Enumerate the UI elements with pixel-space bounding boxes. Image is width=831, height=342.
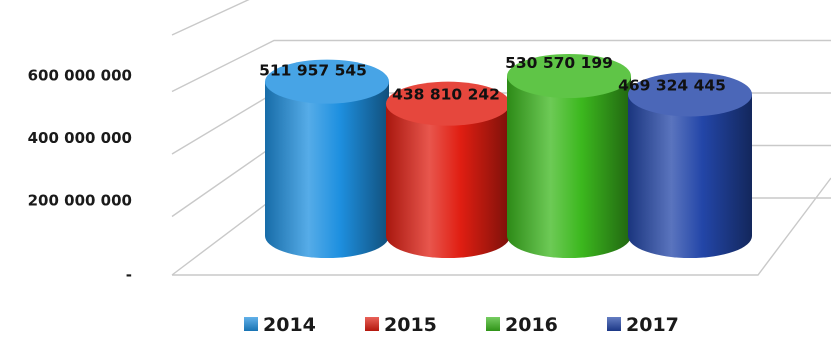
legend-label-2015: 2015 bbox=[384, 314, 437, 336]
data-label-2017: 469 324 445 bbox=[618, 76, 726, 94]
data-labels: 511 957 545 438 810 242 530 570 199 469 324… bbox=[259, 54, 726, 104]
bar-cylinder-2017 bbox=[628, 72, 752, 258]
bar-body bbox=[507, 76, 631, 258]
y-tick-label: 600 000 000 bbox=[28, 67, 132, 85]
legend-swatch-2017 bbox=[607, 317, 621, 331]
legend-label-2014: 2014 bbox=[263, 314, 316, 336]
bar-top-cap bbox=[386, 81, 510, 126]
bar-series bbox=[265, 54, 752, 258]
data-label-2014: 511 957 545 bbox=[259, 62, 367, 80]
bar-top-cap bbox=[507, 54, 631, 98]
legend-swatch-2015 bbox=[365, 317, 379, 331]
bar-top-cap bbox=[628, 72, 752, 117]
data-label-2015: 438 810 242 bbox=[392, 86, 500, 104]
chart-top-edge bbox=[171, 0, 250, 36]
legend-label-2017: 2017 bbox=[626, 314, 679, 336]
data-label-2016: 530 570 199 bbox=[505, 54, 613, 72]
bar-cylinder-2014 bbox=[265, 59, 389, 258]
y-tick-label: - bbox=[126, 266, 132, 284]
bar-body bbox=[628, 94, 752, 258]
bar-body bbox=[265, 81, 389, 258]
bar-cylinder-2015 bbox=[386, 81, 510, 258]
y-tick-label: 200 000 000 bbox=[28, 192, 132, 210]
legend-swatch-2016 bbox=[486, 317, 500, 331]
legend: 2014 2015 2016 2017 bbox=[244, 314, 679, 336]
bar-cylinder-2016 bbox=[507, 54, 631, 258]
y-axis-ticks: - 200 000 000 400 000 000 600 000 000 bbox=[28, 67, 132, 285]
legend-swatch-2014 bbox=[244, 317, 258, 331]
legend-label-2016: 2016 bbox=[505, 314, 558, 336]
bar-body bbox=[386, 103, 510, 258]
bar-top-cap bbox=[265, 59, 389, 104]
y-tick-label: 400 000 000 bbox=[28, 129, 132, 147]
gridline bbox=[171, 39, 831, 93]
